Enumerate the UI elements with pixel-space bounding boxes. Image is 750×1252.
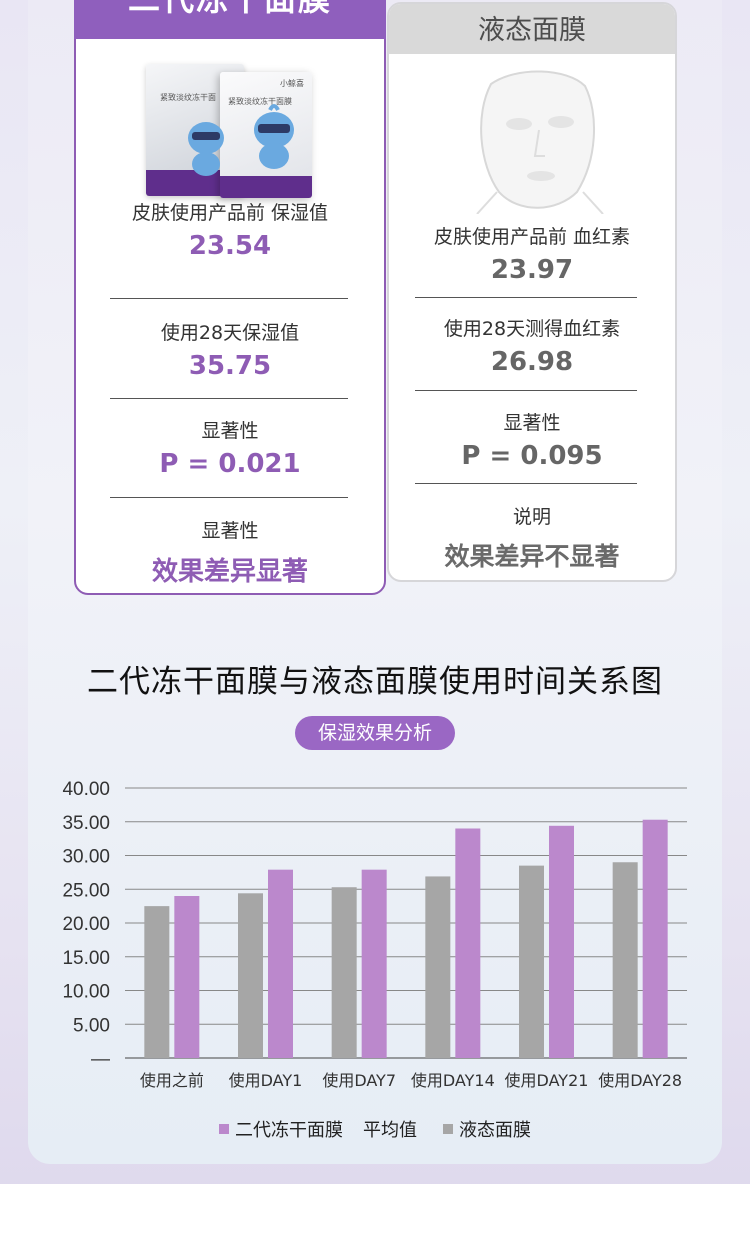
pack-brand: 小鲸喜	[280, 79, 304, 88]
x-tick-label: 使用DAY28	[598, 1071, 682, 1090]
metric-label: 显著性	[201, 420, 259, 442]
y-tick-label: 5.00	[73, 1015, 110, 1036]
y-tick-label: 20.00	[62, 914, 110, 935]
metric-before: 皮肤使用产品前 血红素 23.97	[389, 222, 675, 285]
metric-value: 效果差异不显著	[444, 542, 620, 571]
x-tick-label: 使用之前	[140, 1071, 204, 1090]
metric-label: 使用28天测得血红素	[443, 318, 621, 340]
legend-label: 液态面膜	[459, 1120, 531, 1141]
y-tick-label: 10.00	[62, 982, 110, 1003]
analysis-pill-label: 保湿效果分析	[295, 716, 455, 750]
metric-value: P = 0.095	[461, 441, 603, 471]
metric-value: P = 0.021	[159, 449, 301, 479]
metric-value: 23.54	[188, 231, 272, 261]
bar-liquid-mask	[612, 862, 638, 1058]
divider	[110, 398, 348, 399]
bar-chart: 40.00 35.00 30.00 25.00 20.00 15.00 10.00 5.00 —…	[62, 779, 687, 1090]
bar-freeze-dried-mask	[361, 869, 387, 1058]
divider	[110, 298, 348, 299]
x-tick-label: 使用DAY7	[322, 1071, 396, 1090]
metric-label: 显著性	[201, 520, 259, 542]
bar-liquid-mask	[238, 893, 263, 1058]
mascot-icon	[188, 104, 294, 176]
y-tick-label: 40.00	[62, 779, 110, 800]
x-tick-label: 使用DAY1	[229, 1071, 303, 1090]
metric-value: 效果差异显著	[151, 557, 308, 587]
metric-value: 35.75	[188, 351, 272, 381]
metric-conclusion: 说明 效果差异不显著	[389, 502, 675, 573]
metric-significance: 显著性 P = 0.095	[389, 408, 675, 471]
product-pack-illustration: 紧致淡纹冻干面 小鲸喜 紧致淡纹冻干面膜	[146, 58, 316, 198]
page-footer-area	[0, 1184, 750, 1252]
bar-liquid-mask	[425, 876, 451, 1058]
y-tick-label: 15.00	[62, 948, 110, 969]
liquid-card-title: 液态面膜	[389, 4, 675, 54]
legend-label: 二代冻干面膜	[235, 1120, 343, 1141]
metric-label: 显著性	[503, 412, 561, 434]
bar-freeze-dried-mask	[549, 825, 574, 1058]
legend-label: 平均值	[363, 1120, 417, 1141]
divider	[110, 497, 348, 498]
bar-freeze-dried-mask	[455, 828, 481, 1058]
chart-title: 二代冻干面膜与液态面膜使用时间关系图	[87, 664, 663, 700]
metric-label: 使用28天保湿值	[160, 322, 300, 344]
divider	[415, 297, 637, 298]
x-tick-label: 使用DAY21	[505, 1071, 589, 1090]
metric-value: 26.98	[490, 347, 574, 377]
divider	[415, 483, 637, 484]
pack-front-text: 紧致淡纹冻干面膜	[228, 97, 292, 106]
chart-legend: 二代冻干面膜 平均值 液态面膜	[0, 1116, 750, 1142]
metric-significance: 显著性 P = 0.021	[76, 416, 384, 479]
bar-freeze-dried-mask	[174, 896, 200, 1058]
x-tick-label: 使用DAY14	[411, 1071, 495, 1090]
bar-liquid-mask	[331, 887, 357, 1058]
divider	[415, 390, 637, 391]
metric-conclusion: 显著性 效果差异显著	[76, 516, 384, 588]
y-tick-label: —	[91, 1049, 110, 1070]
metric-label: 皮肤使用产品前 血红素	[433, 226, 631, 248]
metric-before: 皮肤使用产品前 保湿值 23.54	[76, 198, 384, 261]
metric-label: 皮肤使用产品前 保湿值	[131, 202, 329, 224]
bar-freeze-dried-mask	[642, 819, 668, 1058]
bar-liquid-mask	[144, 906, 170, 1058]
y-tick-label: 35.00	[62, 813, 110, 834]
legend-swatch-gray	[443, 1124, 453, 1134]
liquid-mask-card: 液态面膜 皮肤使用产品前 血红素 23.97 使用28天测得血红素 26.98 …	[387, 2, 677, 582]
bar-freeze-dried-mask	[268, 869, 293, 1058]
y-tick-label: 25.00	[62, 880, 110, 901]
pack-back-text: 紧致淡纹冻干面	[160, 93, 216, 102]
y-tick-label: 30.00	[62, 847, 110, 868]
freeze-dried-card-title: 二代冻干面膜	[74, 0, 386, 39]
sheet-mask-icon	[476, 70, 604, 214]
bar-liquid-mask	[519, 865, 544, 1058]
metric-after-28-days: 使用28天保湿值 35.75	[76, 318, 384, 381]
legend-swatch-purple	[219, 1124, 229, 1134]
metric-after-28-days: 使用28天测得血红素 26.98	[389, 314, 675, 377]
metric-value: 23.97	[490, 255, 574, 285]
freeze-dried-mask-card: 二代冻干面膜 紧致淡纹冻干面 小鲸喜 紧致淡纹冻干面膜 皮肤使用产品前 保湿值 …	[74, 0, 386, 595]
metric-label: 说明	[512, 506, 551, 528]
